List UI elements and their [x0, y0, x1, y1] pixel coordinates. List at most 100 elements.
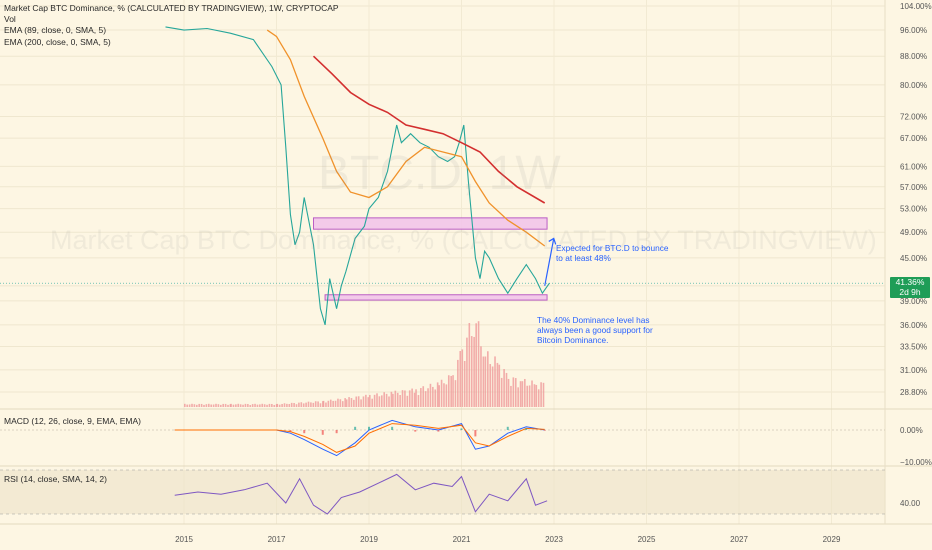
volume-bar: [208, 403, 210, 407]
volume-bar: [517, 387, 519, 407]
volume-bar: [477, 321, 480, 407]
volume-bars: [184, 321, 545, 407]
volume-bar: [457, 359, 459, 407]
volume-bar: [332, 400, 334, 407]
volume-bar: [205, 404, 208, 407]
volume-bar: [475, 323, 477, 407]
price-lines: [0, 26, 885, 326]
volume-bar: [436, 382, 439, 407]
volume-bar: [510, 385, 512, 407]
volume-bar: [217, 404, 220, 407]
support-zone: [324, 294, 548, 301]
macd-histogram-bar: [335, 430, 338, 434]
legend-volume[interactable]: Vol: [4, 14, 16, 25]
volume-bar: [521, 381, 524, 407]
watermark-name: Market Cap BTC Dominance, % (CALCULATED …: [50, 225, 877, 255]
legend-ema89[interactable]: EMA (89, close, 0, SMA, 5): [4, 25, 107, 36]
volume-bar: [376, 393, 378, 407]
volume-bar: [507, 378, 510, 407]
volume-bar: [383, 392, 385, 407]
grid-lines: [0, 0, 885, 524]
price-axis[interactable]: 104.00% 96.00% 88.00% 80.00% 72.00% 67.00% 61.…: [900, 2, 932, 508]
volume-bar: [300, 402, 303, 407]
volume-bar: [365, 394, 367, 407]
macd-pane: [0, 419, 885, 457]
price-tick-label: 80.00%: [900, 81, 927, 90]
volume-bar: [533, 384, 536, 407]
volume-bar: [482, 356, 485, 407]
volume-bar: [317, 401, 319, 407]
volume-bar: [429, 383, 432, 407]
volume-bar: [461, 349, 464, 407]
volume-bar: [487, 351, 489, 407]
rsi-pane: [0, 469, 885, 515]
volume-bar: [268, 403, 271, 407]
volume-bar: [422, 386, 425, 407]
volume-bar: [355, 396, 358, 407]
price-tick-label: 53.00%: [900, 205, 927, 214]
volume-bar: [339, 399, 342, 407]
volume-bar: [244, 403, 247, 407]
volume-bar: [531, 380, 533, 407]
volume-bar: [369, 394, 371, 407]
volume-bar: [381, 395, 383, 407]
support-note[interactable]: The 40% Dominance level has always been …: [537, 315, 653, 345]
btc-dominance-line: [165, 26, 550, 326]
chart-legend: Market Cap BTC Dominance, % (CALCULATED …: [4, 3, 339, 48]
volume-bar: [319, 403, 322, 407]
volume-bar: [186, 404, 188, 407]
volume-bar: [200, 403, 203, 407]
time-axis[interactable]: 2015 2017 2019 2021 2023 2025 2027 2029: [175, 535, 841, 544]
volume-bar: [378, 396, 381, 407]
volume-bar: [263, 404, 266, 407]
volume-bar: [491, 366, 494, 407]
time-tick-label: 2025: [638, 535, 656, 544]
volume-bar: [440, 379, 443, 407]
volume-bar: [450, 375, 452, 407]
price-tick-label: 57.00%: [900, 183, 927, 192]
macd-histogram-bar: [354, 426, 357, 430]
volume-bar: [514, 378, 517, 407]
bar-countdown: 2d 9h: [899, 287, 921, 297]
volume-bar: [337, 398, 339, 407]
volume-bar: [286, 403, 288, 407]
legend-ema200[interactable]: EMA (200, close, 0, SMA, 5): [4, 36, 111, 47]
volume-bar: [399, 394, 401, 407]
volume-bar: [322, 400, 325, 407]
volume-bar: [445, 384, 448, 407]
volume-bar: [388, 396, 390, 407]
arrow-head: [548, 237, 557, 245]
volume-bar: [227, 404, 229, 407]
time-tick-label: 2027: [730, 535, 748, 544]
volume-bar: [392, 393, 394, 407]
legend-title[interactable]: Market Cap BTC Dominance, % (CALCULATED …: [4, 3, 339, 13]
price-tick-label: 61.00%: [900, 162, 927, 171]
price-tick-label: 88.00%: [900, 52, 927, 61]
price-tick-label: 45.00%: [900, 254, 927, 263]
rsi-legend[interactable]: RSI (14, close, SMA, 14, 2): [4, 474, 107, 484]
macd-legend[interactable]: MACD (12, 26, close, 9, EMA, EMA): [4, 416, 141, 426]
volume-bar: [447, 375, 450, 407]
volume-bar: [281, 403, 283, 407]
volume-bar: [480, 346, 482, 407]
volume-bar: [312, 402, 315, 407]
time-tick-label: 2015: [175, 535, 193, 544]
support-note-line-2: always been a good support for: [537, 325, 653, 335]
bounce-note[interactable]: Expected for BTC.D to bounce to at least…: [556, 243, 669, 263]
volume-bar: [417, 395, 420, 407]
volume-bar: [203, 404, 205, 407]
volume-bar: [305, 402, 307, 407]
bounce-arrow: [544, 237, 557, 286]
price-tick-label: 72.00%: [900, 113, 927, 122]
volume-bar: [503, 369, 505, 407]
macd-histogram-bar: [289, 430, 292, 432]
volume-bar: [278, 404, 281, 407]
volume-bar: [276, 403, 279, 407]
support-note-line-3: Bitcoin Dominance.: [537, 335, 609, 345]
volume-bar: [344, 398, 346, 407]
volume-bar: [500, 377, 503, 407]
volume-bar: [353, 399, 355, 407]
volume-bar: [196, 404, 198, 407]
volume-bar: [295, 404, 298, 407]
